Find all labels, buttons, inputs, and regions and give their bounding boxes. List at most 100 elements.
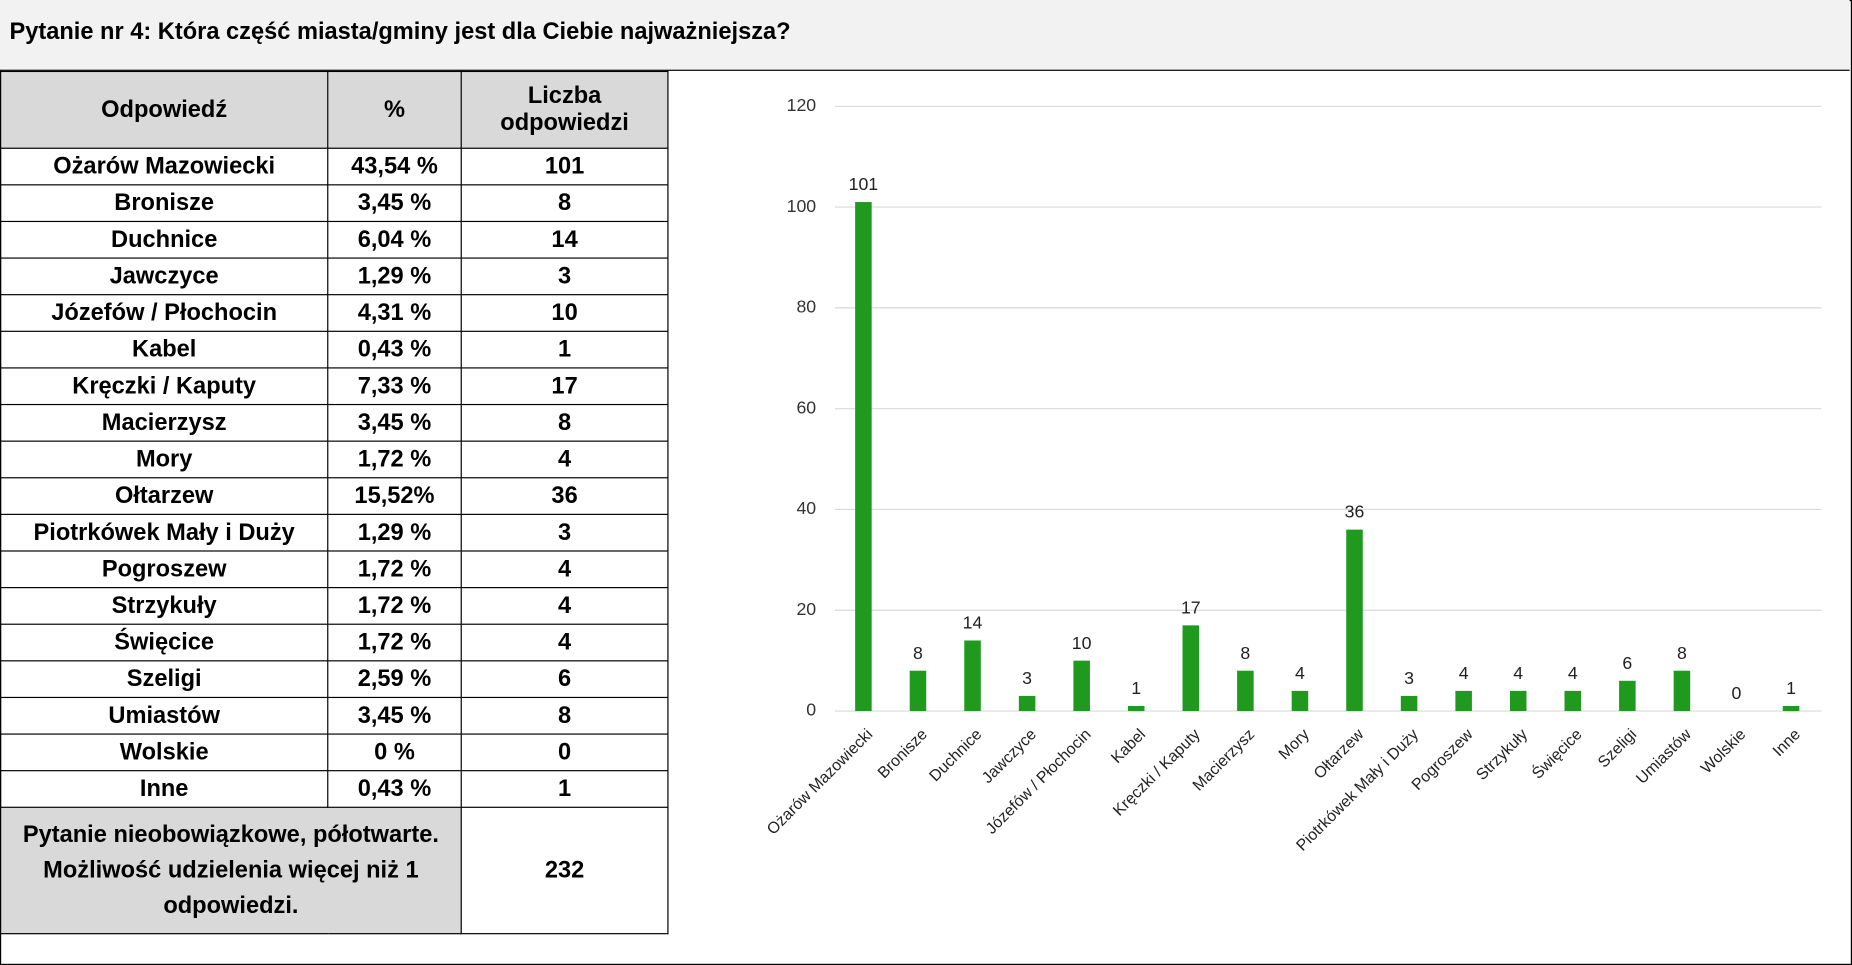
- value-label: 4: [1295, 663, 1305, 683]
- table-cell: Kabel: [0, 330, 329, 369]
- value-label: 6: [1622, 653, 1632, 673]
- table-cell: 4: [460, 587, 669, 625]
- y-tick-label: 100: [787, 196, 817, 216]
- bar: [964, 640, 981, 712]
- table-row: Ożarów Mazowiecki 43,54 % 101: [0, 147, 669, 186]
- x-tick-label: Umiastów: [1633, 726, 1695, 788]
- table-body: Ożarów Mazowiecki 43,54 % 101 Bronisze 3,45 …: [0, 147, 669, 935]
- y-tick-label: 40: [796, 498, 816, 518]
- value-label: 10: [1072, 633, 1092, 653]
- table-cell: Inne: [0, 770, 329, 808]
- table-cell: 17: [460, 367, 669, 406]
- y-tick-label: 60: [796, 397, 816, 417]
- table-cell: Święcice: [0, 623, 329, 662]
- y-tick-label: 120: [787, 95, 817, 115]
- y-tick-label: 80: [796, 297, 816, 317]
- bar: [1291, 690, 1309, 712]
- value-label: 8: [1677, 643, 1687, 663]
- x-tick-label: Święcice: [1528, 725, 1586, 783]
- table-row: Piotrkówek Mały i Duży 1,29 % 3: [0, 513, 669, 552]
- column-header: Odpowiedź: [0, 70, 329, 149]
- bar: [1018, 695, 1036, 712]
- table-cell: 1: [460, 330, 669, 369]
- y-tick-label: 0: [806, 700, 816, 720]
- table-row: Macierzysz 3,45 % 8: [0, 403, 669, 442]
- table-cell: 43,54 %: [327, 147, 462, 186]
- bar: [1509, 690, 1527, 712]
- value-label: 36: [1345, 502, 1365, 522]
- bar: [1619, 680, 1636, 712]
- value-label: 8: [1240, 643, 1250, 663]
- x-tick-label: Duchnice: [926, 726, 985, 785]
- table-cell: 101: [460, 147, 669, 186]
- table-cell: 2,59 %: [327, 660, 462, 699]
- table-cell: Wolskie: [0, 733, 329, 772]
- table-row: Kabel 0,43 % 1: [0, 330, 669, 369]
- table-row: Wolskie 0 % 0: [0, 733, 669, 772]
- table-cell: Kręczki / Kaputy: [0, 367, 329, 406]
- table-cell: 7,33 %: [327, 367, 462, 406]
- table-cell: 14: [460, 220, 669, 259]
- table-row: Kręczki / Kaputy 7,33 % 17: [0, 367, 669, 406]
- table-cell: Umiastów: [0, 696, 329, 735]
- value-label: 1: [1131, 678, 1141, 698]
- bar: [1673, 670, 1691, 712]
- table-cell: 1,72 %: [327, 623, 462, 662]
- table-row: Szeligi 2,59 % 6: [0, 660, 669, 699]
- table-row: Mory 1,72 % 4: [0, 440, 669, 479]
- table-cell: 1,72 %: [327, 550, 462, 589]
- table-cell: 4: [460, 440, 669, 479]
- table-cell: 4,31 %: [327, 294, 462, 332]
- value-label: 0: [1732, 683, 1742, 703]
- table-cell: 6,04 %: [327, 220, 462, 259]
- table-cell: 3,45 %: [327, 403, 462, 442]
- table-cell: 3,45 %: [327, 696, 462, 735]
- bar: [1564, 690, 1582, 712]
- table-cell: 36: [460, 477, 669, 515]
- table-cell: 15,52%: [327, 477, 462, 515]
- column-header: Liczba odpowiedzi: [460, 70, 669, 149]
- table-cell: Bronisze: [0, 184, 329, 223]
- table-cell: 1: [460, 770, 669, 808]
- y-tick-label: 20: [796, 599, 816, 619]
- table-cell: Ołtarzew: [0, 477, 329, 515]
- table-cell: 1,72 %: [327, 440, 462, 479]
- value-label: 3: [1404, 668, 1414, 688]
- table-cell: Jawczyce: [0, 257, 329, 296]
- table-row: Jawczyce 1,29 % 3: [0, 257, 669, 296]
- table-cell: 8: [460, 696, 669, 735]
- table-cell: Szeligi: [0, 660, 329, 699]
- x-tick-label: Ożarów Mazowiecki: [764, 726, 876, 838]
- table-row: Duchnice 6,04 % 14: [0, 220, 669, 259]
- table-row: Bronisze 3,45 % 8: [0, 184, 669, 223]
- x-tick-label: Ołtarzew: [1311, 726, 1368, 783]
- table-cell: 0 %: [327, 733, 462, 772]
- value-label: 101: [849, 174, 879, 194]
- bar: [1346, 529, 1363, 712]
- table-row: Ołtarzew 15,52% 36: [0, 477, 669, 515]
- value-label: 4: [1568, 663, 1578, 683]
- bar: [909, 670, 927, 712]
- table-cell: 1,29 %: [327, 513, 462, 552]
- table: Odpowiedź % Liczba odpowiedzi Ożarów Maz…: [0, 70, 669, 935]
- x-tick-label: Szeligi: [1595, 726, 1640, 771]
- footer-label: Pytanie nieobowiązkowe, półotwarte. Możl…: [0, 806, 462, 935]
- x-tick-label: Bronisze: [875, 726, 931, 782]
- table-cell: 3: [460, 257, 669, 296]
- header-row: Odpowiedź % Liczba odpowiedzi: [0, 70, 669, 149]
- x-tick-label: Strzykuły: [1473, 726, 1531, 784]
- table-cell: 6: [460, 660, 669, 699]
- bar: [1073, 660, 1090, 712]
- table-cell: 0,43 %: [327, 770, 462, 808]
- value-label: 14: [963, 613, 983, 633]
- bar: [1127, 705, 1145, 712]
- table-row: Inne 0,43 % 1: [0, 770, 669, 808]
- table-row: Strzykuły 1,72 % 4: [0, 587, 669, 625]
- table-cell: Ożarów Mazowiecki: [0, 147, 329, 186]
- table-cell: 8: [460, 403, 669, 442]
- table-row: Święcice 1,72 % 4: [0, 623, 669, 662]
- value-label: 4: [1459, 663, 1469, 683]
